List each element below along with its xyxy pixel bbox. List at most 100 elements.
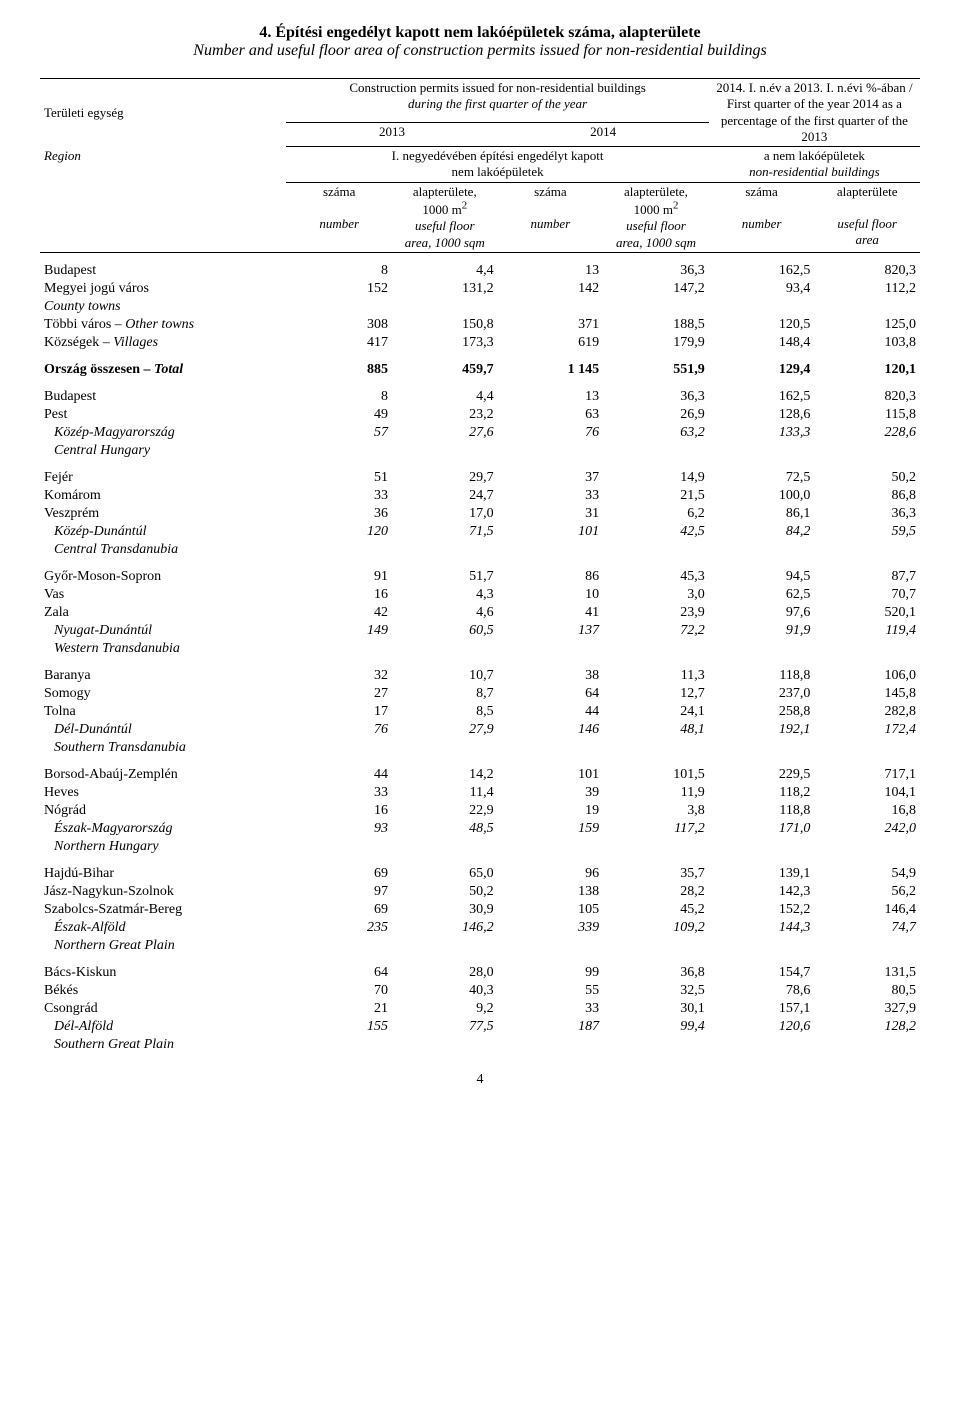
row-label: Dél-Alföld [40, 1018, 286, 1036]
cell: 459,7 [392, 352, 498, 379]
row-label: Northern Hungary [40, 838, 286, 856]
table-row: Heves3311,43911,9118,2104,1 [40, 784, 920, 802]
hdr-m2-1: 1000 m2 [422, 202, 467, 217]
cell [498, 739, 604, 757]
cell: 76 [286, 721, 392, 739]
row-label: Borsod-Abaúj-Zemplén [40, 757, 286, 784]
hdr-areasqm-2: area, 1000 sqm [616, 235, 696, 250]
cell: 24,1 [603, 703, 709, 721]
cell: 42 [286, 604, 392, 622]
table-row: Jász-Nagykun-Szolnok9750,213828,2142,356… [40, 883, 920, 901]
cell: 8,7 [392, 685, 498, 703]
cell: 21,5 [603, 487, 709, 505]
table-row: Northern Great Plain [40, 937, 920, 955]
cell: 133,3 [709, 424, 815, 442]
cell: 142,3 [709, 883, 815, 901]
cell: 118,8 [709, 802, 815, 820]
row-label: Heves [40, 784, 286, 802]
table-row: Nógrád1622,9193,8118,816,8 [40, 802, 920, 820]
cell: 11,3 [603, 658, 709, 685]
table-row: Tolna178,54424,1258,8282,8 [40, 703, 920, 721]
title-english: Number and useful floor area of construc… [40, 42, 920, 60]
cell: 229,5 [709, 757, 815, 784]
cell: 49 [286, 406, 392, 424]
cell: 91 [286, 559, 392, 586]
row-label: Nógrád [40, 802, 286, 820]
cell: 162,5 [709, 379, 815, 406]
cell: 282,8 [814, 703, 920, 721]
row-label: Vas [40, 586, 286, 604]
hdr-useful-2: useful floor [626, 218, 686, 233]
table-row: Zala424,64123,997,6520,1 [40, 604, 920, 622]
header-right-en: non-residential buildings [749, 164, 880, 179]
cell: 8 [286, 379, 392, 406]
cell: 339 [498, 919, 604, 937]
cell [498, 541, 604, 559]
cell: 51,7 [392, 559, 498, 586]
row-label: Budapest [40, 252, 286, 280]
cell: 154,7 [709, 955, 815, 982]
cell: 192,1 [709, 721, 815, 739]
row-label: Közép-Magyarország [40, 424, 286, 442]
cell: 45,3 [603, 559, 709, 586]
table-row: Central Transdanubia [40, 541, 920, 559]
cell: 327,9 [814, 1000, 920, 1018]
cell: 129,4 [709, 352, 815, 379]
cell [286, 937, 392, 955]
cell: 258,8 [709, 703, 815, 721]
cell: 33 [286, 784, 392, 802]
cell: 78,6 [709, 982, 815, 1000]
cell: 93 [286, 820, 392, 838]
cell [498, 1036, 604, 1054]
cell: 22,9 [392, 802, 498, 820]
table-row: Komárom3324,73321,5100,086,8 [40, 487, 920, 505]
table-row: Southern Great Plain [40, 1036, 920, 1054]
row-label: Békés [40, 982, 286, 1000]
cell: 188,5 [603, 316, 709, 334]
cell: 76 [498, 424, 604, 442]
cell: 138 [498, 883, 604, 901]
table-row: Észak-Alföld235146,2339109,2144,374,7 [40, 919, 920, 937]
cell: 1 145 [498, 352, 604, 379]
cell [603, 838, 709, 856]
table-row: Bács-Kiskun6428,09936,8154,7131,5 [40, 955, 920, 982]
cell: 820,3 [814, 252, 920, 280]
cell: 97,6 [709, 604, 815, 622]
cell [286, 442, 392, 460]
cell: 4,3 [392, 586, 498, 604]
cell: 30,9 [392, 901, 498, 919]
cell: 10 [498, 586, 604, 604]
hdr-alap-3: alapterülete [837, 184, 898, 199]
cell: 36,3 [603, 252, 709, 280]
cell [709, 298, 815, 316]
table-row: Veszprém3617,0316,286,136,3 [40, 505, 920, 523]
header-construction-en2: during the first quarter of the year [408, 96, 587, 111]
cell: 96 [498, 856, 604, 883]
table-row: Pest4923,26326,9128,6115,8 [40, 406, 920, 424]
cell: 97 [286, 883, 392, 901]
cell [286, 640, 392, 658]
cell [498, 838, 604, 856]
cell: 77,5 [392, 1018, 498, 1036]
cell [498, 298, 604, 316]
row-label: Bács-Kiskun [40, 955, 286, 982]
row-label: Jász-Nagykun-Szolnok [40, 883, 286, 901]
cell: 37 [498, 460, 604, 487]
cell [603, 298, 709, 316]
cell: 23,2 [392, 406, 498, 424]
row-label: Western Transdanubia [40, 640, 286, 658]
cell [603, 1036, 709, 1054]
table-row: Hajdú-Bihar6965,09635,7139,154,9 [40, 856, 920, 883]
cell: 19 [498, 802, 604, 820]
cell: 162,5 [709, 252, 815, 280]
table-row: Észak-Magyarország9348,5159117,2171,0242… [40, 820, 920, 838]
row-label: Zala [40, 604, 286, 622]
cell: 417 [286, 334, 392, 352]
cell: 51 [286, 460, 392, 487]
cell [286, 1036, 392, 1054]
cell: 44 [286, 757, 392, 784]
cell [603, 739, 709, 757]
cell [814, 838, 920, 856]
table-row: Községek – Villages417173,3619179,9148,4… [40, 334, 920, 352]
cell: 45,2 [603, 901, 709, 919]
